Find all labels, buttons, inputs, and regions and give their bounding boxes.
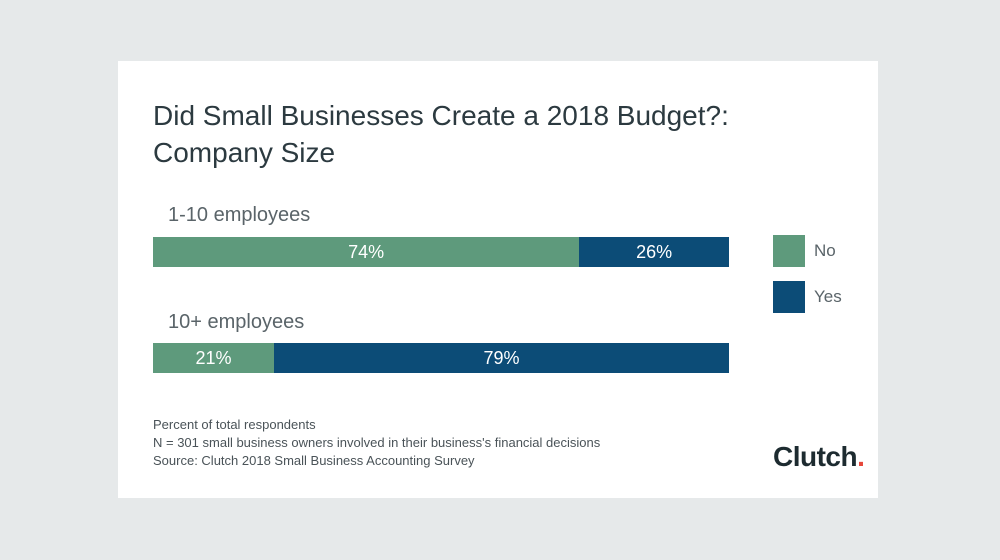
stacked-bar-10-plus-employees: 21% 79%	[153, 343, 729, 373]
clutch-logo-text: Clutch	[773, 441, 858, 472]
bar-segment-yes-1-10-employees: 26%	[579, 237, 729, 267]
legend-swatch-yes	[773, 281, 805, 313]
chart-title-line-2: Company Size	[153, 137, 336, 168]
footnote-sample-size: N = 301 small business owners involved i…	[153, 435, 601, 450]
chart-title: Did Small Businesses Create a 2018 Budge…	[153, 97, 833, 171]
bar-segment-no-10-plus-employees: 21%	[153, 343, 274, 373]
chart-title-line-1: Did Small Businesses Create a 2018 Budge…	[153, 100, 729, 131]
legend-swatch-no	[773, 235, 805, 267]
legend-item-no: No	[773, 235, 836, 267]
data-label-yes-1-10-employees: 26%	[636, 241, 673, 262]
chart-footnotes: Percent of total respondents N = 301 sma…	[153, 416, 600, 470]
legend-label-no: No	[814, 241, 836, 260]
chart-card: Did Small Businesses Create a 2018 Budge…	[118, 61, 878, 498]
category-label-10-plus-employees: 10+ employees	[168, 311, 305, 333]
bar-segment-yes-10-plus-employees: 79%	[273, 343, 729, 373]
legend-item-yes: Yes	[773, 281, 842, 313]
category-label-1-10-employees: 1-10 employees	[168, 204, 311, 226]
clutch-logo-dot: .	[857, 441, 865, 472]
legend-label-yes: Yes	[814, 287, 842, 306]
footnote-units: Percent of total respondents	[153, 417, 316, 432]
bar-segment-no-1-10-employees: 74%	[153, 237, 580, 267]
stacked-bar-1-10-employees: 74% 26%	[153, 237, 729, 267]
clutch-logo: Clutch.	[773, 441, 865, 473]
data-label-no-1-10-employees: 74%	[348, 241, 385, 262]
data-label-yes-10-plus-employees: 79%	[483, 347, 520, 368]
data-label-no-10-plus-employees: 21%	[195, 347, 232, 368]
footnote-source: Source: Clutch 2018 Small Business Accou…	[153, 453, 475, 468]
